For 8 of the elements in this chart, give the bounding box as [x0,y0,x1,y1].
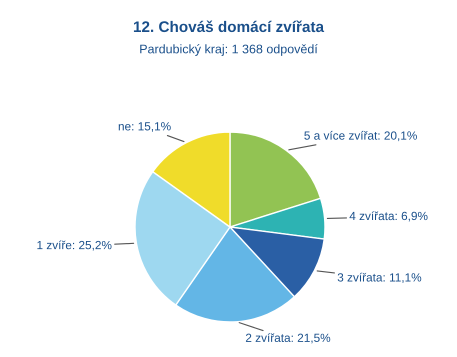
slice-label: 2 zvířata: 21,5% [246,333,330,344]
slice-label: 4 zvířata: 6,9% [350,211,428,222]
slice-label: 1 zvíře: 25,2% [37,240,112,251]
slice-label: 3 zvířata: 11,1% [338,272,422,283]
chart-subtitle: Pardubický kraj: 1 368 odpovědí [140,44,318,56]
slice-label: 5 a více zvířat: 20,1% [304,130,417,142]
chart-title: 12. Chováš domácí zvířata [134,20,324,32]
slice-label: ne: 15,1% [118,122,171,132]
